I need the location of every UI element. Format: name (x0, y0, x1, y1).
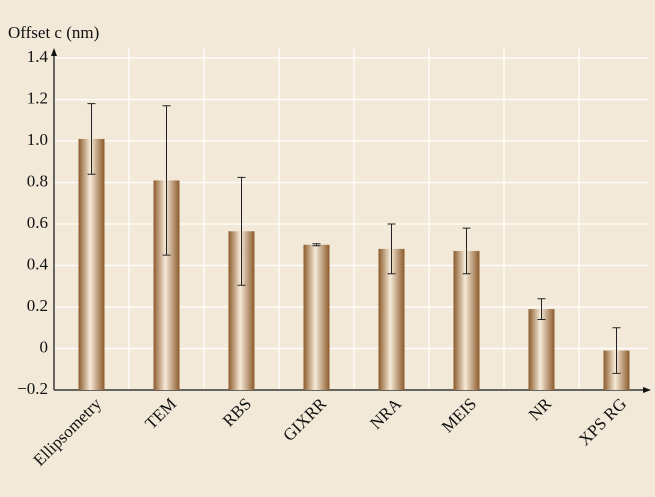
y-tick-label: 0.2 (27, 296, 48, 315)
error-bar (237, 176, 246, 286)
x-tick-label: Ellipsometry (30, 394, 106, 470)
y-tick-label: 1.2 (27, 88, 48, 107)
y-tick-label: 1.0 (27, 130, 48, 149)
y-axis-arrow (51, 48, 57, 56)
y-tick-label: 0.8 (27, 171, 48, 190)
error-bar (612, 327, 621, 374)
error-bar (312, 243, 321, 247)
error-bar (87, 103, 96, 175)
error-bar (387, 223, 396, 275)
x-tick-label: TEM (141, 394, 180, 433)
x-tick-label: GIXRR (279, 394, 330, 445)
error-bar (537, 298, 546, 320)
bar (303, 244, 330, 390)
x-tick-label: XPS RG (575, 394, 630, 449)
x-tick-label: RBS (219, 394, 255, 430)
bar (78, 138, 105, 390)
y-tick-label: 0.6 (27, 213, 48, 232)
x-tick-label: NRA (366, 394, 405, 433)
x-tick-label: MEIS (438, 394, 480, 436)
y-tick-label: 0 (40, 337, 49, 356)
x-axis-arrow (643, 387, 651, 393)
y-tick-label: 0.4 (27, 254, 49, 273)
x-tick-label: NR (525, 394, 556, 425)
y-axis-label: Offset c (nm) (8, 23, 99, 42)
bar (528, 309, 555, 390)
y-tick-label: −0.2 (17, 379, 48, 398)
error-bar (462, 227, 471, 275)
error-bar (162, 105, 171, 256)
y-tick-label: 1.4 (27, 47, 49, 66)
